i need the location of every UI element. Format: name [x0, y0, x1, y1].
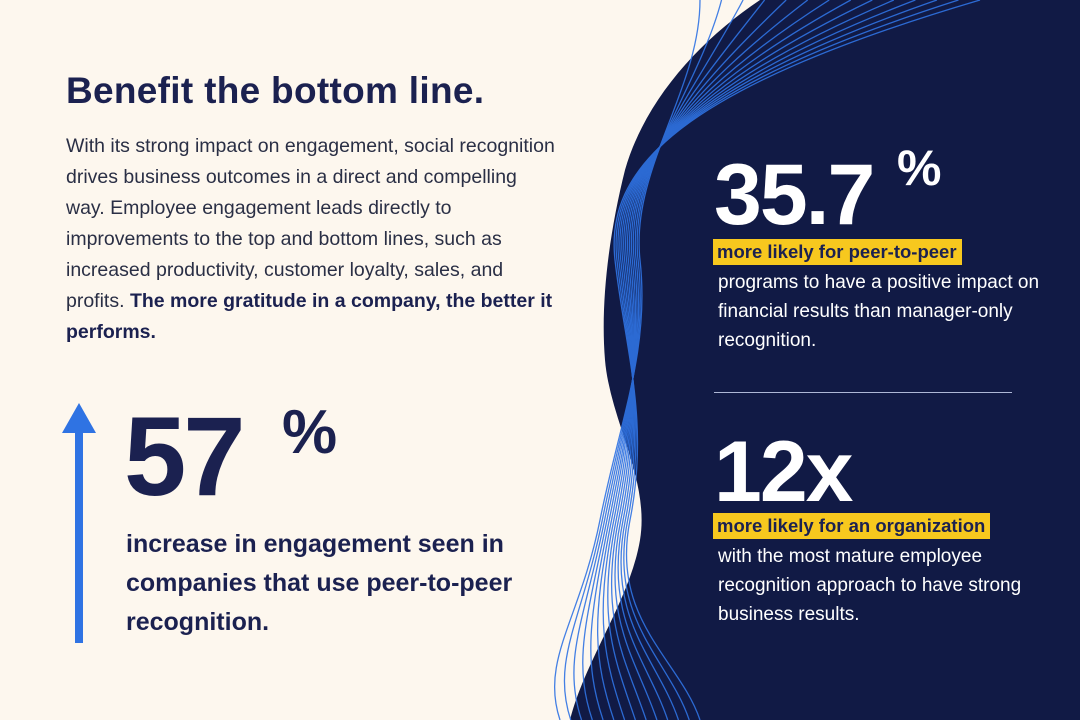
engagement-stat-caption: increase in engagement seen in companies… — [126, 530, 513, 636]
wave-line — [610, 0, 873, 720]
wave-line — [617, 0, 938, 720]
financial-stat-unit: % — [897, 140, 942, 196]
financial-stat-highlight: more likely for peer-to-peer — [713, 239, 962, 265]
up-arrow-icon — [62, 403, 96, 643]
wave-line — [615, 0, 959, 720]
financial-stat-value: 35.7 — [714, 147, 875, 243]
intro-paragraph: With its strong impact on engagement, so… — [66, 131, 558, 348]
wave-line — [614, 0, 895, 720]
stat-divider — [714, 392, 1012, 393]
wave-line — [613, 0, 981, 720]
maturity-stat-highlight: more likely for an organization — [713, 513, 991, 539]
wave-line — [617, 0, 916, 720]
intro-bold-text: The more gratitude in a company, the bet… — [66, 290, 553, 343]
page-title: Benefit the bottom line. — [66, 70, 485, 111]
navy-panel-shape — [570, 0, 1080, 720]
intro-text: With its strong impact on engagement, so… — [66, 135, 555, 312]
maturity-stat-value: 12x — [714, 424, 853, 520]
engagement-stat-unit: % — [282, 398, 338, 467]
maturity-stat-description: with the most mature employee recognitio… — [718, 546, 1022, 625]
wave-line — [602, 0, 830, 720]
engagement-stat-value: 57 — [124, 394, 246, 519]
decorative-wave-lines — [553, 0, 981, 720]
financial-stat-description: programs to have a positive impact on fi… — [718, 272, 1040, 351]
wave-line — [607, 0, 852, 720]
